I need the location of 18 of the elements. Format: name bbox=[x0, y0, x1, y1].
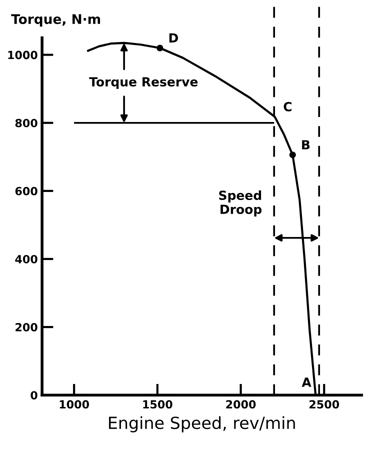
y-tick-label: 800 bbox=[15, 118, 38, 128]
x-axis-title: Engine Speed, rev/min bbox=[109, 416, 295, 432]
annotation: Torque Reserve bbox=[89, 77, 198, 89]
x-tick-label: 2000 bbox=[226, 400, 256, 409]
x-tick-label: 1000 bbox=[60, 400, 90, 409]
x-tick-label: 1500 bbox=[143, 400, 172, 409]
annotation: B bbox=[302, 140, 310, 150]
y-tick-label: 400 bbox=[15, 254, 38, 264]
annotation: A bbox=[302, 378, 312, 387]
x-tick-label: 2500 bbox=[310, 400, 340, 409]
y-tick-label: 200 bbox=[16, 323, 38, 332]
y-tick-label: 1000 bbox=[8, 50, 38, 60]
annotation: D bbox=[169, 33, 178, 42]
annotation: Speed Droop bbox=[219, 190, 262, 216]
annotation: C bbox=[284, 102, 292, 112]
y-tick-label: 600 bbox=[15, 186, 38, 196]
y-axis-title: Torque, N·m bbox=[11, 14, 100, 27]
y-tick-label: 0 bbox=[30, 391, 38, 400]
